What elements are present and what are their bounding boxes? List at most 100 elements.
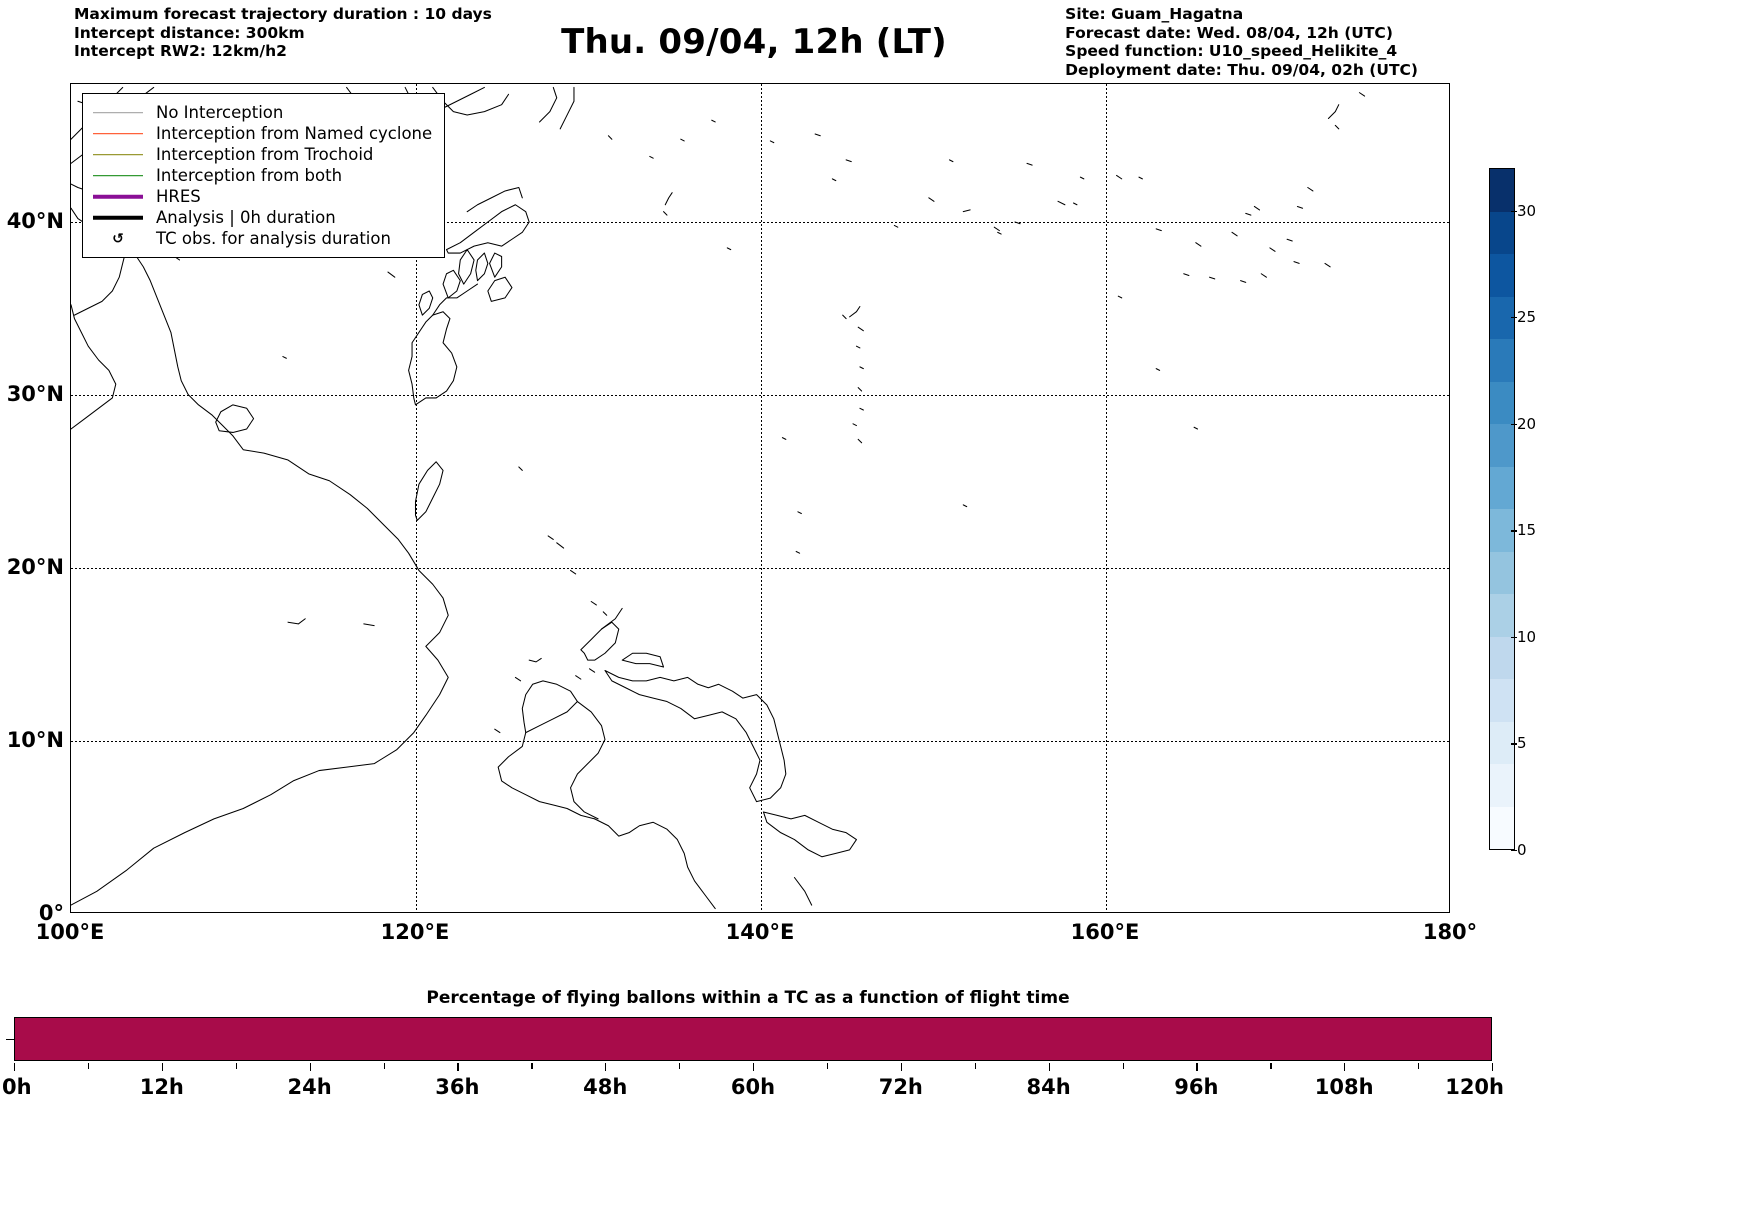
map-y-tick-label: 10°N xyxy=(6,728,64,753)
header-deployment-date: Deployment date: Thu. 09/04, 02h (UTC) xyxy=(1065,60,1418,79)
legend-line-swatch xyxy=(91,169,145,183)
map-x-tick-label: 160°E xyxy=(1070,920,1140,944)
grid-line-horizontal xyxy=(71,741,1449,743)
colorbar-segment xyxy=(1490,211,1514,254)
legend-item-trochoid[interactable]: Interception from Trochoid xyxy=(91,144,432,165)
header-left-block: Maximum forecast trajectory duration : 1… xyxy=(74,5,492,61)
bottom-bar-x-label: 84h xyxy=(1026,1075,1071,1099)
colorbar-segment xyxy=(1490,339,1514,382)
grid-line-vertical xyxy=(761,84,762,912)
colorbar-title: Named cyclones forecast - Number of GEFS… xyxy=(1575,168,1748,850)
colorbar-tick-label: 0 xyxy=(1511,841,1527,859)
colorbar-segment xyxy=(1490,169,1514,212)
bottom-bar-major-tick xyxy=(161,1063,164,1071)
bottom-bar-minor-tick xyxy=(826,1063,829,1069)
legend-item-tc-obs[interactable]: ↺ TC obs. for analysis duration xyxy=(91,228,432,249)
legend-item-named-cyclone[interactable]: Interception from Named cyclone xyxy=(91,123,432,144)
bottom-chart-title: Percentage of flying ballons within a TC… xyxy=(426,988,1070,1008)
bottom-bar-minor-tick xyxy=(679,1063,681,1069)
legend-item-analysis[interactable]: Analysis | 0h duration xyxy=(91,207,432,228)
bottom-bar-minor-tick xyxy=(974,1063,976,1069)
bottom-bar-minor-tick xyxy=(383,1063,385,1069)
colorbar-tick-label: 20 xyxy=(1510,414,1537,433)
bottom-bar-minor-tick xyxy=(1270,1063,1272,1069)
map-x-tick-label: 140°E xyxy=(725,920,795,944)
legend-line-swatch xyxy=(91,127,145,141)
legend-line-swatch xyxy=(91,211,145,225)
header-forecast-date: Forecast date: Wed. 08/04, 12h (UTC) xyxy=(1065,23,1393,42)
legend-line-swatch xyxy=(91,148,145,162)
colorbar-segment xyxy=(1490,254,1514,297)
map-y-tick-label: 30°N xyxy=(6,382,64,407)
map-y-tick-label: 20°N xyxy=(6,555,64,580)
bottom-bar-major-tick xyxy=(605,1063,607,1071)
bottom-bar-x-label: 36h xyxy=(435,1075,480,1099)
colorbar-segment xyxy=(1490,466,1514,509)
colorbar-gradient[interactable] xyxy=(1489,168,1515,850)
colorbar-segment xyxy=(1490,721,1514,764)
grid-line-horizontal xyxy=(71,395,1449,397)
bottom-bar-major-tick xyxy=(309,1063,311,1071)
colorbar-tick-label: 5 xyxy=(1511,734,1527,753)
bottom-bar-y-tick xyxy=(6,1039,14,1041)
legend-item-label: TC obs. for analysis duration xyxy=(156,229,391,248)
bottom-bar-major-tick xyxy=(1492,1063,1494,1071)
bottom-bar-fill xyxy=(15,1018,1491,1060)
colorbar-tick-label: 25 xyxy=(1510,308,1537,327)
bottom-bar-major-tick xyxy=(753,1063,755,1071)
colorbar-segment xyxy=(1490,551,1514,594)
header-site: Site: Guam_Hagatna xyxy=(1065,5,1244,23)
map-legend[interactable]: No Interception Interception from Named … xyxy=(82,93,446,258)
colorbar-segment xyxy=(1490,424,1514,467)
header-left-line-2: Intercept distance: 300km xyxy=(74,23,305,42)
map-y-tick-label: 40°N xyxy=(6,209,64,234)
header-left-line-3: Intercept RW2: 12km/h2 xyxy=(74,42,287,60)
colorbar-tick-label: 15 xyxy=(1510,521,1537,540)
bottom-bar-x-label: 12h xyxy=(139,1075,184,1099)
bottom-bar-minor-tick xyxy=(1122,1063,1124,1069)
grid-line-vertical xyxy=(1106,84,1107,912)
bottom-bar-x-label: 108h xyxy=(1314,1075,1374,1099)
colorbar-segment xyxy=(1490,806,1514,849)
legend-item-label: HRES xyxy=(156,187,201,206)
grid-line-horizontal xyxy=(71,222,1449,224)
bottom-bar-axes[interactable] xyxy=(14,1017,1492,1061)
page-title: Thu. 09/04, 12h (LT) xyxy=(561,22,947,62)
bottom-bar-x-label: 120h xyxy=(1445,1075,1504,1099)
cyclone-swirl-glyph: ↺ xyxy=(112,230,124,247)
bottom-bar-major-tick xyxy=(457,1063,459,1071)
legend-line-swatch xyxy=(91,106,145,120)
colorbar-tick-label: 10 xyxy=(1510,627,1537,646)
map-axes[interactable]: No Interception Interception from Named … xyxy=(70,83,1450,913)
bottom-bar-major-tick xyxy=(1196,1063,1198,1071)
legend-item-label: No Interception xyxy=(156,103,284,122)
bottom-bar-x-label: 48h xyxy=(583,1075,628,1099)
map-x-tick-label: 180° xyxy=(1422,920,1478,944)
bottom-bar-minor-tick xyxy=(1418,1063,1420,1069)
legend-item-label: Interception from Named cyclone xyxy=(156,124,433,143)
bottom-bar-minor-tick xyxy=(87,1063,90,1069)
legend-item-no-interception[interactable]: No Interception xyxy=(91,102,432,123)
map-x-tick-label: 120°E xyxy=(380,920,450,944)
bottom-bar-minor-tick xyxy=(531,1063,533,1069)
legend-item-label: Interception from both xyxy=(156,166,343,185)
legend-line-swatch xyxy=(91,190,145,204)
bottom-bar-minor-tick xyxy=(235,1063,237,1069)
header-right-block: Site: Guam_Hagatna Forecast date: Wed. 0… xyxy=(1065,5,1418,79)
legend-item-hres[interactable]: HRES xyxy=(91,186,432,207)
bottom-bar-x-label: 60h xyxy=(730,1075,776,1099)
colorbar-segment xyxy=(1490,594,1514,637)
bottom-bar-major-tick xyxy=(900,1063,903,1071)
legend-item-both[interactable]: Interception from both xyxy=(91,165,432,186)
colorbar-segment xyxy=(1490,296,1514,339)
colorbar-segment xyxy=(1490,764,1514,807)
cyclone-swirl-icon: ↺ xyxy=(91,232,145,246)
grid-line-horizontal xyxy=(71,568,1449,570)
colorbar-segment xyxy=(1490,679,1514,722)
bottom-bar-x-label: 24h xyxy=(287,1075,332,1099)
colorbar-segment xyxy=(1490,381,1514,424)
header-left-line-1: Maximum forecast trajectory duration : 1… xyxy=(74,5,492,23)
colorbar-segment xyxy=(1490,509,1514,552)
